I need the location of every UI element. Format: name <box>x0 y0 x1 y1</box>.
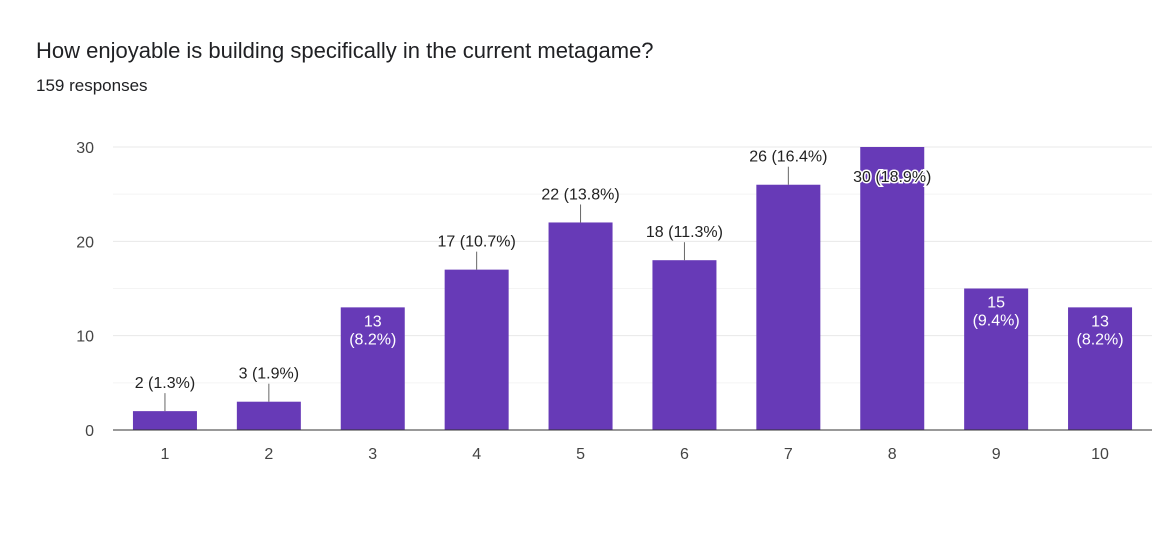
data-label: 2 (1.3%) <box>135 375 195 392</box>
data-label: 13 <box>364 313 382 330</box>
x-tick-label: 9 <box>992 446 1001 463</box>
x-tick-label: 6 <box>680 446 689 463</box>
bar-6 <box>652 260 717 430</box>
bars <box>132 147 1133 430</box>
data-label: 26 (16.4%) <box>749 149 827 166</box>
data-label: 18 (11.3%) <box>646 224 723 241</box>
x-tick-label: 8 <box>888 446 897 463</box>
label-leaders <box>164 166 789 412</box>
bar-1 <box>132 411 197 430</box>
y-tick-label: 30 <box>76 140 94 157</box>
chart-title: How enjoyable is building specifically i… <box>36 38 654 63</box>
data-labels: 2 (1.3%)3 (1.9%)13(8.2%)17 (10.7%)22 (13… <box>135 149 1124 392</box>
x-tick-label: 4 <box>472 446 481 463</box>
bar-10 <box>1068 307 1133 430</box>
bar-7 <box>756 184 821 430</box>
x-tick-label: 7 <box>784 446 793 463</box>
data-label: 15 <box>987 295 1005 312</box>
y-tick-label: 20 <box>76 234 94 251</box>
response-count: 159 responses <box>36 76 148 95</box>
y-tick-label: 0 <box>85 423 94 440</box>
y-axis-ticks: 0 10 20 30 <box>76 140 94 440</box>
bar-9 <box>964 288 1029 430</box>
bar-4 <box>444 269 509 430</box>
bar-8 <box>860 147 925 430</box>
data-label: 22 (13.8%) <box>541 186 619 203</box>
data-label: 13 <box>1091 313 1109 330</box>
data-label: 17 (10.7%) <box>438 234 516 251</box>
data-label: (8.2%) <box>349 331 396 348</box>
x-axis-ticks: 1 2 3 4 5 6 7 8 9 10 <box>160 446 1109 463</box>
data-label: 30 (18.9%) <box>853 169 931 186</box>
bar-2 <box>236 401 301 430</box>
data-label: 3 (1.9%) <box>239 366 299 383</box>
y-tick-label: 10 <box>76 329 94 346</box>
bar-5 <box>548 222 613 430</box>
data-label: (9.4%) <box>973 313 1020 330</box>
x-tick-label: 5 <box>576 446 585 463</box>
x-tick-label: 1 <box>160 446 169 463</box>
data-label: (8.2%) <box>1076 331 1123 348</box>
x-tick-label: 10 <box>1091 446 1109 463</box>
x-tick-label: 3 <box>368 446 377 463</box>
x-tick-label: 2 <box>264 446 273 463</box>
bar-3 <box>340 307 405 430</box>
